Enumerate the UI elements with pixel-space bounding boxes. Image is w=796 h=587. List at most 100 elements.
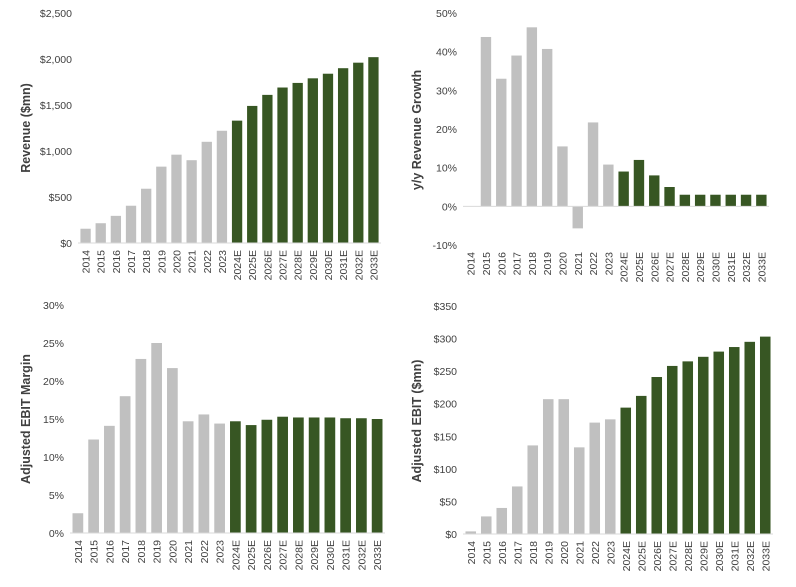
x-tick-label: 2018 (528, 541, 540, 565)
y-tick-label: 15% (43, 414, 64, 426)
bar (759, 336, 771, 534)
bar (713, 351, 725, 534)
x-tick-label: 2017 (126, 250, 138, 274)
bar (542, 399, 554, 534)
bar (110, 215, 122, 243)
bar (230, 421, 241, 533)
bar (231, 120, 243, 243)
y-tick-label: $150 (434, 431, 458, 443)
x-tick-label: 2032E (353, 250, 365, 280)
x-tick-label: 2017 (512, 541, 524, 565)
bar (541, 48, 553, 207)
bar (277, 416, 288, 533)
x-tick-label: 2027E (667, 541, 679, 571)
y-tick-label: $0 (445, 529, 457, 541)
x-tick-label: 2023 (603, 252, 615, 276)
bar (141, 188, 152, 243)
x-tick-label: 2024E (230, 540, 242, 570)
x-tick-label: 2032E (745, 541, 757, 571)
x-tick-label: 2030E (714, 541, 726, 571)
y-tick-label: -10% (432, 240, 457, 252)
bar (337, 68, 349, 243)
y-tick-label: $200 (434, 399, 458, 411)
x-tick-label: 2021 (573, 252, 585, 276)
x-tick-label: 2019 (156, 250, 168, 274)
bar (572, 206, 583, 229)
bar (744, 341, 756, 534)
bar (353, 62, 364, 244)
x-tick-label: 2015 (481, 541, 493, 565)
x-tick-label: 2029E (698, 541, 710, 571)
bar (587, 122, 599, 207)
bar (95, 223, 106, 243)
bar (324, 417, 336, 533)
bar (496, 78, 507, 207)
x-tick-label: 2028E (680, 252, 692, 282)
x-tick-label: 2014 (466, 252, 478, 276)
x-tick-label: 2030E (710, 252, 722, 282)
x-tick-label: 2015 (89, 540, 101, 564)
y-tick-label: 0% (442, 201, 457, 213)
x-tick-label: 2031E (726, 252, 738, 282)
y-tick-label: $300 (434, 334, 458, 346)
bar (664, 187, 675, 207)
x-tick-label: 2026E (262, 540, 274, 570)
x-tick-label: 2021 (574, 541, 586, 565)
x-tick-label: 2025E (634, 252, 646, 282)
y-tick-label: $500 (49, 192, 73, 204)
x-tick-label: 2020 (171, 250, 183, 274)
y-tick-label: $2,000 (40, 54, 72, 66)
bar (527, 445, 539, 534)
chart-4: $0 $50 $100 $150 $200 $250 $300 $350 Adjusted EB… (410, 301, 773, 571)
bar (245, 425, 257, 533)
x-tick-label: 2022 (199, 540, 211, 564)
x-tick-label: 2019 (152, 540, 164, 564)
x-tick-label: 2016 (496, 252, 508, 276)
x-tick-label: 2032E (741, 252, 753, 282)
bar (682, 361, 694, 534)
y-axis-label: Revenue ($mn) (19, 83, 33, 173)
chart-2: -10% 0% 10% 20% 30% 40% 50% y/y Revenue Growth 2… (410, 8, 769, 282)
bar (633, 159, 645, 207)
x-tick-label: 2020 (559, 541, 571, 565)
y-tick-label: $100 (434, 464, 458, 476)
bar (756, 194, 767, 207)
bar (308, 417, 320, 533)
x-tick-label: 2014 (81, 250, 93, 274)
x-tick-label: 2021 (183, 540, 195, 564)
x-tick-label: 2026E (262, 250, 274, 280)
x-tick-label: 2026E (652, 541, 664, 571)
x-tick-label: 2023 (215, 540, 227, 564)
y-tick-label: $0 (60, 238, 72, 250)
x-tick-label: 2019 (542, 252, 554, 276)
bar (710, 194, 721, 207)
chart-1: $0 $500 $1,000 $1,500 $2,000 $2,500 Revenue ($… (19, 8, 381, 280)
bar (182, 421, 194, 533)
x-tick-label: 2022 (588, 252, 600, 276)
y-tick-label: 30% (43, 300, 64, 312)
x-tick-label: 2017 (512, 252, 524, 276)
y-tick-label: 5% (49, 490, 64, 502)
bar (651, 377, 663, 534)
bar (80, 228, 91, 243)
bar (201, 141, 212, 243)
x-tick-label: 2015 (481, 252, 493, 276)
bar (216, 130, 228, 243)
bar (322, 73, 334, 243)
x-tick-label: 2026E (649, 252, 661, 282)
bar (125, 205, 137, 243)
bar (618, 171, 629, 207)
bar (293, 417, 304, 533)
bar (589, 422, 601, 534)
bar (511, 486, 523, 534)
bar (292, 82, 303, 243)
bar (511, 55, 522, 207)
x-tick-label: 2027E (278, 250, 290, 280)
x-tick-label: 2032E (356, 540, 368, 570)
x-tick-label: 2027E (665, 252, 677, 282)
y-tick-label: $50 (439, 496, 457, 508)
bar (340, 418, 351, 533)
bar (262, 94, 273, 243)
